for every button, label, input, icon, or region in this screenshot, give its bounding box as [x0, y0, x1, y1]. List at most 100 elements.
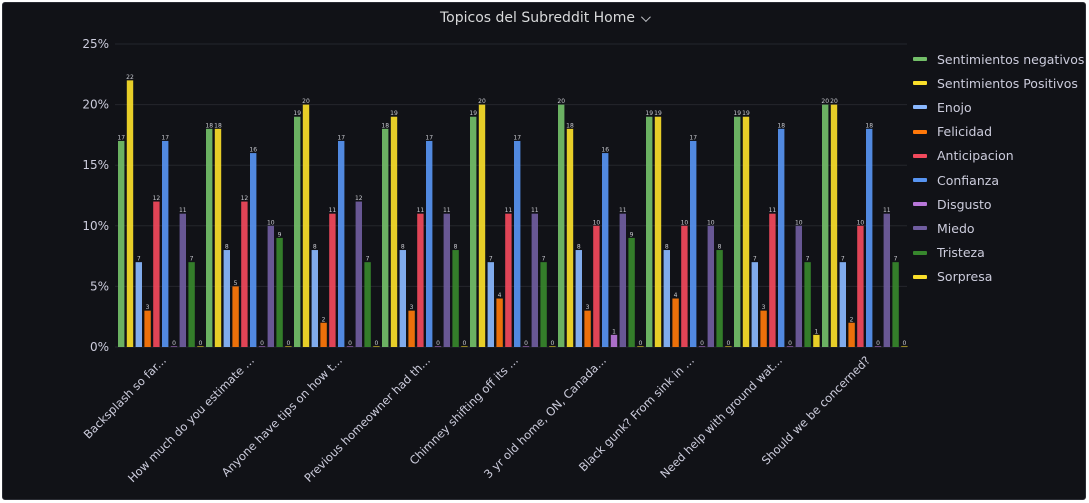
bar[interactable] [514, 140, 521, 347]
bar[interactable] [408, 310, 415, 347]
bar[interactable] [874, 346, 882, 347]
bar[interactable] [267, 225, 274, 347]
legend-item[interactable]: Enojo [913, 95, 1083, 119]
bar[interactable] [822, 104, 829, 347]
bar[interactable] [434, 346, 442, 347]
bar[interactable] [901, 346, 908, 347]
bar[interactable] [320, 322, 327, 347]
bar[interactable] [681, 225, 688, 347]
bar[interactable] [584, 310, 591, 347]
bar[interactable] [470, 116, 477, 347]
bar[interactable] [522, 346, 530, 347]
bar[interactable] [390, 116, 398, 347]
bar[interactable] [813, 334, 820, 347]
bar[interactable] [602, 153, 609, 347]
bar[interactable] [531, 213, 538, 347]
bar[interactable] [258, 346, 266, 347]
bar[interactable] [170, 346, 178, 347]
bar[interactable] [373, 346, 380, 347]
panel-title[interactable]: Topicos del Subreddit Home [439, 10, 635, 26]
bar[interactable] [118, 140, 125, 347]
bar[interactable] [857, 225, 864, 347]
bar[interactable] [364, 262, 371, 347]
bar[interactable] [126, 80, 134, 348]
legend-item[interactable]: Anticipacion [913, 144, 1083, 168]
bar[interactable] [496, 298, 503, 347]
bar[interactable] [549, 346, 556, 347]
bar[interactable] [883, 213, 890, 347]
bar[interactable] [329, 213, 336, 347]
bar[interactable] [707, 225, 714, 347]
bar[interactable] [830, 104, 838, 347]
legend-item[interactable]: Felicidad [913, 120, 1083, 144]
legend-item[interactable]: Miedo [913, 216, 1083, 240]
bar[interactable] [276, 237, 283, 347]
bar[interactable] [646, 116, 653, 347]
legend-item[interactable]: Confianza [913, 168, 1083, 192]
bar[interactable] [382, 128, 389, 347]
bar[interactable] [690, 140, 697, 347]
panel-header[interactable]: Topicos del Subreddit Home [3, 3, 1085, 33]
bar[interactable] [795, 225, 802, 347]
bar[interactable] [575, 250, 582, 347]
bar[interactable] [804, 262, 811, 347]
bar[interactable] [294, 116, 301, 347]
bar[interactable] [153, 201, 160, 347]
bar[interactable] [637, 346, 644, 347]
bar[interactable] [769, 213, 776, 347]
bar[interactable] [241, 201, 248, 347]
bar[interactable] [452, 250, 459, 347]
bar[interactable] [355, 201, 362, 347]
bar[interactable] [399, 250, 406, 347]
bar[interactable] [214, 128, 222, 347]
legend-item[interactable]: Disgusto [913, 192, 1083, 216]
bar[interactable] [302, 104, 310, 347]
bar[interactable] [206, 128, 213, 347]
bar[interactable] [566, 128, 574, 347]
bar[interactable] [892, 262, 899, 347]
bar[interactable] [540, 262, 547, 347]
legend-item[interactable]: Sentimientos negativos [913, 47, 1084, 71]
bar[interactable] [593, 225, 600, 347]
bar[interactable] [663, 250, 670, 347]
bar[interactable] [725, 346, 732, 347]
bar[interactable] [778, 128, 785, 347]
bar[interactable] [197, 346, 204, 347]
bar[interactable] [426, 140, 433, 347]
bar[interactable] [144, 310, 151, 347]
bar[interactable] [672, 298, 679, 347]
bar[interactable] [223, 250, 230, 347]
bar[interactable] [346, 346, 354, 347]
bar[interactable] [461, 346, 468, 347]
legend-item[interactable]: Sorpresa [913, 265, 1083, 289]
bar[interactable] [338, 140, 345, 347]
bar[interactable] [866, 128, 873, 347]
bar[interactable] [610, 334, 618, 347]
bar[interactable] [698, 346, 706, 347]
bar[interactable] [188, 262, 195, 347]
bar[interactable] [162, 140, 169, 347]
bar[interactable] [179, 213, 186, 347]
bar[interactable] [135, 262, 142, 347]
bar[interactable] [232, 286, 239, 347]
bar[interactable] [478, 104, 486, 347]
bar[interactable] [311, 250, 318, 347]
bar[interactable] [839, 262, 846, 347]
bar[interactable] [487, 262, 494, 347]
bar[interactable] [505, 213, 512, 347]
legend-item[interactable]: Tristeza [913, 241, 1083, 265]
bar[interactable] [654, 116, 662, 347]
bar[interactable] [760, 310, 767, 347]
bar[interactable] [558, 104, 565, 347]
bar[interactable] [786, 346, 794, 347]
bar[interactable] [250, 153, 257, 347]
bar[interactable] [285, 346, 292, 347]
bar[interactable] [628, 237, 635, 347]
bar[interactable] [734, 116, 741, 347]
bar[interactable] [848, 322, 855, 347]
bar[interactable] [751, 262, 758, 347]
bar[interactable] [417, 213, 424, 347]
bar[interactable] [716, 250, 723, 347]
legend-item[interactable]: Sentimientos Positivos [913, 71, 1083, 95]
bar[interactable] [619, 213, 626, 347]
